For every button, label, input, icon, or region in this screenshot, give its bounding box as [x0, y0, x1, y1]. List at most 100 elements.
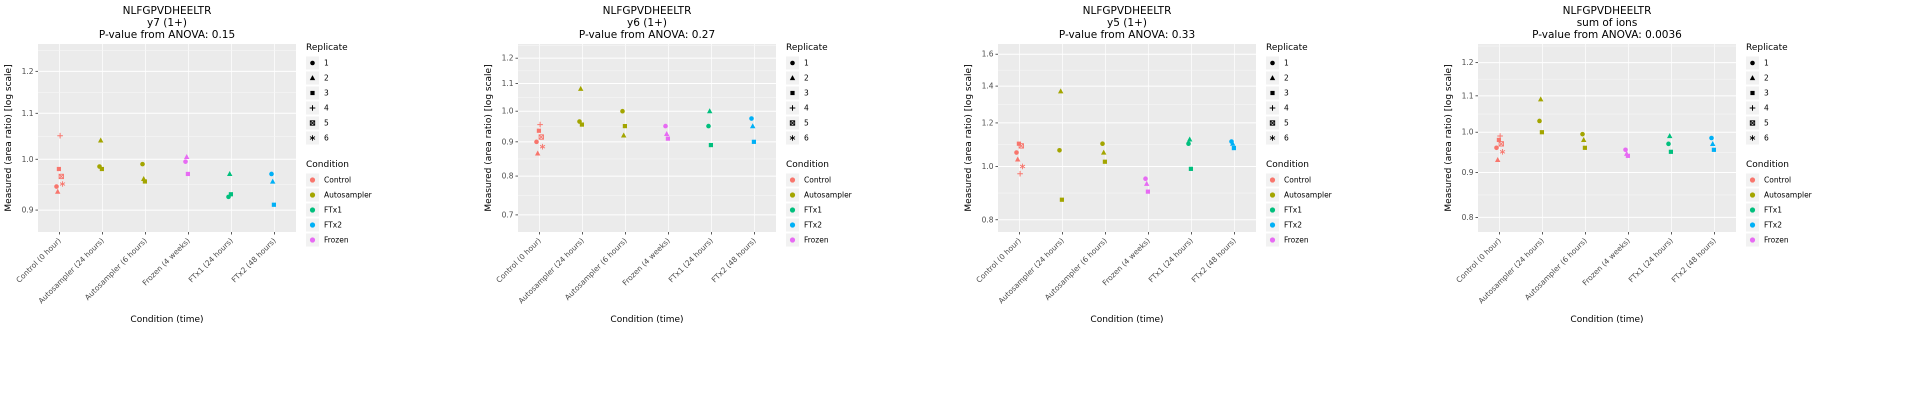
data-point: [1709, 135, 1714, 141]
panel-title: NLFGPVDHEELTR: [123, 5, 212, 17]
panel-title: NLFGPVDHEELTR: [1563, 5, 1652, 17]
x-tick-label: Control (0 hour): [494, 236, 543, 285]
replicate-legend-label: 1: [324, 59, 329, 68]
data-point: [1102, 159, 1107, 164]
panel-anova-pvalue: P-value from ANOVA: 0.27: [579, 29, 715, 41]
condition-legend-label: Autosampler: [324, 191, 373, 200]
data-point: [1499, 149, 1506, 155]
x-tick-label: Control (0 hour): [974, 236, 1023, 285]
circle-icon: [790, 60, 795, 66]
y-axis-title: Measured (area ratio) [log scale]: [1444, 64, 1454, 211]
data-point: [1017, 170, 1023, 177]
panel-anova-pvalue: P-value from ANOVA: 0.33: [1059, 29, 1195, 41]
data-point: [270, 178, 276, 184]
data-point: [1231, 145, 1236, 151]
replicate-legend-label: 4: [324, 104, 329, 113]
panel-subtitle: y6 (1+): [627, 17, 667, 29]
x-tick-label: FTx2 (48 hours): [1190, 236, 1238, 284]
circle-icon: [1270, 60, 1275, 66]
data-point: [1582, 145, 1587, 150]
asterisk-icon: [309, 135, 316, 141]
condition-legend-label: Control: [1284, 176, 1311, 185]
x-tick-label: FTx1 (24 hours): [667, 236, 715, 284]
x-tick-label-group: FTx1 (24 hours): [1627, 236, 1675, 284]
condition-swatch-icon: [309, 237, 316, 243]
x-tick-label-group: Control (0 hour): [14, 236, 63, 285]
data-point: [1188, 166, 1193, 171]
data-point: [750, 123, 756, 129]
plot-background: [38, 44, 296, 232]
condition-swatch-icon: [789, 207, 796, 213]
data-point: [56, 166, 61, 172]
data-point: [142, 179, 147, 184]
replicate-legend-label: 2: [1764, 74, 1769, 83]
x-tick-label: FTx2 (48 hours): [230, 236, 278, 284]
triangle-icon: [1269, 75, 1276, 81]
data-point: [1187, 136, 1193, 142]
y-tick-label: 1.1: [22, 109, 34, 118]
y-axis-title-group: Measured (area ratio) [log scale]: [1444, 64, 1454, 211]
plot-background: [998, 44, 1256, 232]
data-point: [1101, 149, 1107, 155]
condition-legend-label: Frozen: [1284, 236, 1309, 245]
condition-legend-title: Condition: [1746, 160, 1789, 170]
condition-swatch-icon: [1269, 192, 1276, 198]
x-tick-label-group: FTx1 (24 hours): [667, 236, 715, 284]
x-tick-label: FTx2 (48 hours): [1670, 236, 1718, 284]
data-point: [184, 153, 190, 159]
replicate-legend-label: 4: [1284, 104, 1289, 113]
replicate-legend-label: 2: [324, 74, 329, 83]
replicate-legend-label: 3: [804, 89, 809, 98]
replicate-legend-title: Replicate: [786, 43, 828, 53]
data-point: [1668, 149, 1673, 154]
condition-swatch-icon: [1749, 207, 1756, 213]
replicate-legend-label: 4: [804, 104, 809, 113]
condition-legend-label: Control: [804, 176, 831, 185]
data-point: [749, 116, 754, 121]
replicate-legend-label: 1: [1284, 59, 1289, 68]
condition-swatch-icon: [309, 192, 316, 198]
y-tick-label: 1.4: [982, 82, 994, 91]
asterisk-icon: [789, 135, 796, 141]
data-point: [1580, 131, 1585, 137]
data-point: [1145, 189, 1150, 194]
y-axis-title: Measured (area ratio) [log scale]: [964, 64, 974, 211]
condition-legend-label: Frozen: [1764, 236, 1789, 245]
condition-swatch-icon: [789, 222, 796, 228]
y-tick-label: 1.6: [982, 50, 994, 59]
data-point: [1143, 176, 1148, 182]
x-tick-label: FTx1 (24 hours): [1147, 236, 1195, 284]
panel-title: NLFGPVDHEELTR: [1083, 5, 1172, 17]
panel-subtitle: sum of ions: [1577, 17, 1638, 29]
condition-swatch-icon: [1749, 192, 1756, 198]
y-tick-label: 0.8: [1462, 213, 1474, 222]
data-point: [1144, 180, 1150, 186]
data-point: [1538, 96, 1544, 102]
data-point: [537, 121, 543, 128]
replicate-legend-label: 2: [1284, 74, 1289, 83]
circle-icon: [310, 60, 315, 66]
data-point: [98, 137, 104, 143]
data-point: [1625, 153, 1630, 158]
y-tick-label: 0.9: [1462, 168, 1474, 177]
data-point: [534, 139, 539, 145]
condition-swatch-icon: [789, 192, 796, 198]
x-tick-label-group: FTx2 (48 hours): [1670, 236, 1718, 284]
condition-swatch-icon: [1749, 237, 1756, 243]
square-icon: [1270, 90, 1275, 96]
data-point: [183, 159, 188, 164]
data-point: [1059, 197, 1064, 202]
condition-legend-label: FTx1: [804, 206, 822, 215]
data-point: [1230, 140, 1236, 146]
data-point: [1498, 141, 1504, 147]
y-tick-label: 1.2: [502, 54, 514, 63]
panel-anova-pvalue: P-value from ANOVA: 0.0036: [1532, 29, 1682, 41]
data-point: [55, 188, 61, 194]
data-point: [226, 194, 231, 200]
x-tick-label: Control (0 hour): [1454, 236, 1503, 285]
condition-legend-label: Autosampler: [1284, 191, 1333, 200]
x-tick-label: FTx1 (24 hours): [1627, 236, 1675, 284]
condition-swatch-icon: [789, 237, 796, 243]
square-x-icon: [789, 120, 796, 126]
condition-swatch-icon: [309, 177, 316, 183]
